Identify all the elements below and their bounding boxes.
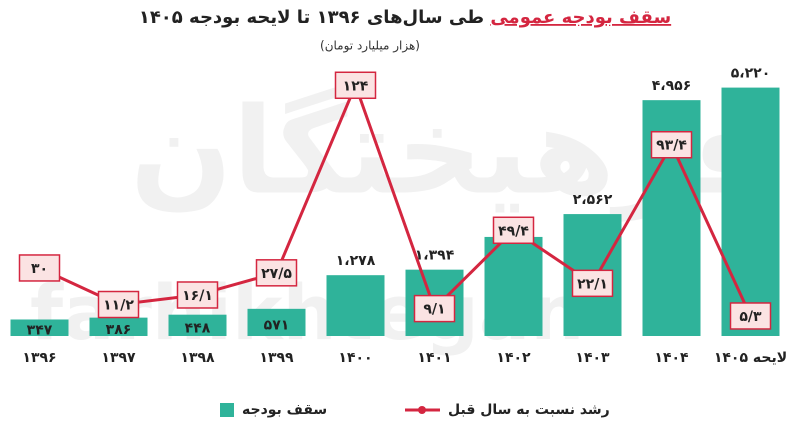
point-box bbox=[97, 290, 140, 319]
point-box bbox=[729, 302, 772, 330]
point-label: ۹۳/۴ bbox=[656, 138, 687, 154]
point-box bbox=[18, 254, 61, 282]
x-tick-label: ۱۳۹۶ bbox=[22, 350, 56, 366]
x-tick-label: ۱۴۰۲ bbox=[496, 350, 531, 366]
legend-swatch bbox=[220, 403, 234, 417]
line bbox=[38, 83, 752, 317]
point-label: ۱۱/۲ bbox=[103, 298, 134, 314]
x-tick-label: ۱۴۰۱ bbox=[417, 350, 451, 366]
x-tick-label: ۱۴۰۳ bbox=[575, 350, 610, 366]
x-tick-label: ۱۳۹۸ bbox=[180, 350, 215, 366]
point-label: ۱۶/۱ bbox=[182, 288, 213, 304]
bar-value-label: ۵،۲۲۰ bbox=[731, 66, 771, 82]
point-label: ۳۰ bbox=[31, 261, 48, 277]
point-box bbox=[334, 71, 377, 100]
legend-label: رشد نسبت به سال قبل bbox=[448, 402, 610, 418]
x-tick-label: لایحه ۱۴۰۵ bbox=[714, 350, 787, 366]
bar-value-label: ۳۸۶ bbox=[106, 322, 132, 338]
bar bbox=[326, 275, 385, 336]
legend-label: سقف بودجه bbox=[242, 402, 327, 418]
x-tick-label: ۱۴۰۰ bbox=[338, 350, 372, 366]
point-label: ۹/۱ bbox=[423, 302, 445, 318]
point-label: ۴۹/۴ bbox=[498, 223, 529, 239]
point-label: ۲۲/۱ bbox=[577, 276, 608, 292]
point-box bbox=[492, 216, 535, 245]
point-label: ۵/۳ bbox=[739, 309, 762, 325]
legend-swatch bbox=[418, 406, 426, 414]
bar bbox=[247, 308, 306, 336]
bar bbox=[10, 319, 69, 336]
chart-title: سقف بودجه عمومی طی سال‌های ۱۳۹۶ تا لایحه… bbox=[139, 7, 671, 28]
bar-value-label: ۲،۵۶۲ bbox=[573, 192, 613, 208]
point-box bbox=[571, 269, 614, 298]
bar bbox=[721, 87, 780, 336]
bar bbox=[484, 236, 543, 336]
bar bbox=[89, 317, 148, 336]
bar-value-label: ۴،۹۵۶ bbox=[652, 78, 692, 94]
point-label: ۲۷/۵ bbox=[261, 266, 292, 282]
title-rest: طی سال‌های ۱۳۹۶ تا لایحه بودجه ۱۴۰۵ bbox=[139, 7, 484, 28]
bar-value-label: ۴۴۸ bbox=[185, 320, 211, 336]
bar bbox=[168, 314, 227, 336]
point-label: ۱۲۴ bbox=[343, 78, 369, 94]
x-tick-label: ۱۳۹۷ bbox=[101, 350, 136, 366]
bar-value-label: ۱،۳۹۴ bbox=[415, 248, 455, 264]
point-box bbox=[176, 281, 219, 309]
x-tick-label: ۱۴۰۴ bbox=[654, 350, 689, 366]
bar-value-label: ۳۴۷ bbox=[27, 323, 53, 339]
title-highlight: سقف بودجه عمومی bbox=[490, 7, 671, 28]
bar-value-label: ۱،۲۷۸ bbox=[336, 253, 376, 269]
point-box bbox=[650, 130, 693, 159]
point-box bbox=[413, 294, 456, 323]
chart-subtitle: (هزار میلیارد تومان) bbox=[320, 39, 420, 54]
bar-value-label: ۵۷۱ bbox=[264, 317, 290, 333]
x-tick-label: ۱۳۹۹ bbox=[259, 350, 294, 366]
point-box bbox=[255, 259, 298, 287]
